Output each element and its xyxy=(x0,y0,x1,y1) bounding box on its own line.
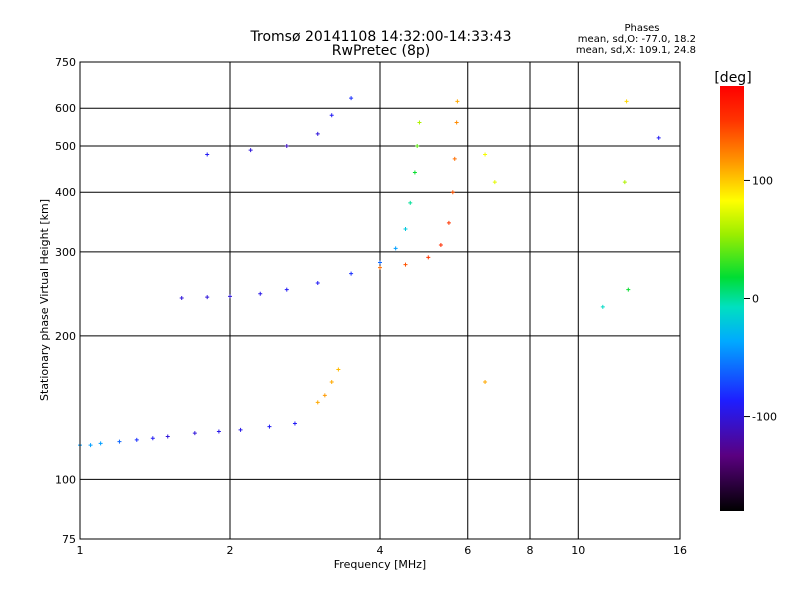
data-point xyxy=(165,434,170,439)
data-point xyxy=(600,304,605,309)
data-point xyxy=(452,156,457,161)
data-point xyxy=(378,265,382,270)
data-point xyxy=(292,421,297,426)
data-point xyxy=(393,246,398,251)
data-point xyxy=(284,143,289,148)
colorbar-tick-label: -100 xyxy=(752,411,777,424)
data-point xyxy=(284,287,289,292)
data-point xyxy=(622,180,627,185)
data-point xyxy=(483,152,488,157)
data-point xyxy=(492,180,497,185)
data-point xyxy=(179,296,184,301)
stats-x-mode: mean, sd,X: 109.1, 24.8 xyxy=(576,45,696,56)
data-point xyxy=(378,260,382,265)
data-point xyxy=(408,200,413,205)
data-point xyxy=(455,99,460,104)
data-point xyxy=(336,367,341,372)
chart-title: Tromsø 20141108 14:32:00-14:33:43 xyxy=(250,29,512,45)
colorbar-ticks: 100 0 -100 xyxy=(744,174,777,424)
data-point xyxy=(315,400,320,405)
y-tick-label: 100 xyxy=(55,473,76,486)
y-axis-ticks: 75 100 200 300 400 500 600 750 xyxy=(55,56,76,546)
colorbar-label: [deg] xyxy=(714,70,751,86)
data-point xyxy=(438,243,443,248)
data-point xyxy=(117,439,122,444)
x-tick-label: 6 xyxy=(464,544,471,557)
x-tick-label: 10 xyxy=(571,544,585,557)
x-tick-label: 8 xyxy=(527,544,534,557)
data-point xyxy=(349,96,354,101)
data-point xyxy=(267,424,272,429)
data-point xyxy=(192,431,197,436)
colorbar-tick-label: 100 xyxy=(752,174,773,187)
data-point xyxy=(417,120,422,125)
y-tick-label: 300 xyxy=(55,246,76,259)
data-point xyxy=(403,262,408,267)
y-tick-label: 750 xyxy=(55,56,76,69)
y-tick-label: 75 xyxy=(62,533,76,546)
data-point xyxy=(88,443,93,448)
data-point xyxy=(98,441,103,446)
data-point xyxy=(624,99,629,104)
data-point xyxy=(426,255,431,260)
data-point xyxy=(228,294,232,299)
x-axis-ticks: 1 2 4 6 8 10 16 xyxy=(77,544,688,557)
data-point xyxy=(322,393,327,398)
data-point xyxy=(205,295,210,300)
data-point xyxy=(656,135,661,140)
y-tick-label: 600 xyxy=(55,102,76,115)
data-point xyxy=(329,380,334,385)
data-point xyxy=(446,220,451,225)
data-point xyxy=(412,170,417,175)
data-point xyxy=(134,437,139,442)
plot-frame xyxy=(79,61,681,540)
data-point xyxy=(329,113,334,118)
x-tick-label: 4 xyxy=(377,544,384,557)
data-point xyxy=(216,429,221,434)
x-axis-label: Frequency [MHz] xyxy=(334,558,426,571)
grid-lines xyxy=(80,62,680,539)
stats-o-mode: mean, sd,O: -77.0, 18.2 xyxy=(578,34,696,45)
data-point xyxy=(315,131,320,136)
data-point xyxy=(238,427,243,432)
data-point xyxy=(483,380,488,385)
data-point xyxy=(248,148,253,153)
data-point xyxy=(349,271,354,276)
data-point xyxy=(403,226,408,231)
x-tick-label: 16 xyxy=(673,544,687,557)
x-tick-label: 1 xyxy=(77,544,84,557)
data-point xyxy=(415,143,420,148)
x-tick-label: 2 xyxy=(227,544,234,557)
colorbar xyxy=(720,86,744,511)
data-point xyxy=(205,152,210,157)
chart-subtitle: RwPretec (8p) xyxy=(332,43,430,59)
y-axis-label: Stationary phase Virtual Height [km] xyxy=(38,199,51,401)
stats-heading: Phases xyxy=(624,23,659,34)
data-points xyxy=(78,96,661,448)
data-point xyxy=(450,190,455,195)
y-tick-label: 400 xyxy=(55,186,76,199)
colorbar-tick-label: 0 xyxy=(752,293,759,306)
data-point xyxy=(454,120,459,125)
y-tick-label: 200 xyxy=(55,330,76,343)
data-point xyxy=(626,287,631,292)
data-point xyxy=(258,291,263,296)
data-point xyxy=(315,281,320,286)
data-point xyxy=(150,436,155,441)
y-tick-label: 500 xyxy=(55,140,76,153)
